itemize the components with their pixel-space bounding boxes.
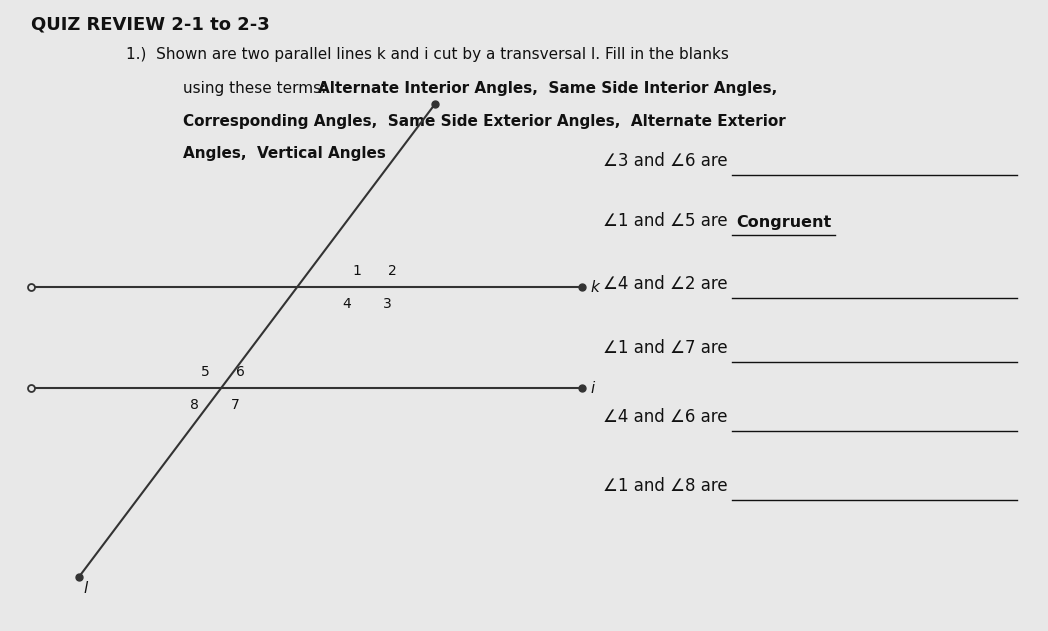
Text: 4: 4 <box>343 297 351 310</box>
Text: 3: 3 <box>383 297 391 310</box>
Text: l: l <box>84 581 88 596</box>
Text: ∠4 and ∠6 are: ∠4 and ∠6 are <box>603 408 733 426</box>
Text: 6: 6 <box>236 365 244 379</box>
Text: 8: 8 <box>191 398 199 411</box>
Text: k: k <box>590 280 598 295</box>
Text: i: i <box>590 380 594 396</box>
Text: Congruent: Congruent <box>736 215 831 230</box>
Text: ∠1 and ∠5 are: ∠1 and ∠5 are <box>603 212 733 230</box>
Text: 5: 5 <box>201 365 210 379</box>
Text: 1: 1 <box>353 264 362 278</box>
Text: QUIZ REVIEW 2-1 to 2-3: QUIZ REVIEW 2-1 to 2-3 <box>31 16 270 34</box>
Text: ∠1 and ∠7 are: ∠1 and ∠7 are <box>603 338 733 357</box>
Text: Corresponding Angles,  Same Side Exterior Angles,  Alternate Exterior: Corresponding Angles, Same Side Exterior… <box>183 114 786 129</box>
Text: Alternate Interior Angles,  Same Side Interior Angles,: Alternate Interior Angles, Same Side Int… <box>318 81 777 96</box>
Text: Angles,  Vertical Angles: Angles, Vertical Angles <box>183 146 387 162</box>
Text: 7: 7 <box>231 398 239 411</box>
Text: using these terms:: using these terms: <box>183 81 331 96</box>
Text: 1.)  Shown are two parallel lines k and i cut by a transversal l. Fill in the bl: 1.) Shown are two parallel lines k and i… <box>126 47 728 62</box>
Text: ∠3 and ∠6 are: ∠3 and ∠6 are <box>603 152 733 170</box>
Text: ∠1 and ∠8 are: ∠1 and ∠8 are <box>603 477 733 495</box>
Text: ∠4 and ∠2 are: ∠4 and ∠2 are <box>603 275 733 293</box>
Text: 2: 2 <box>388 264 396 278</box>
